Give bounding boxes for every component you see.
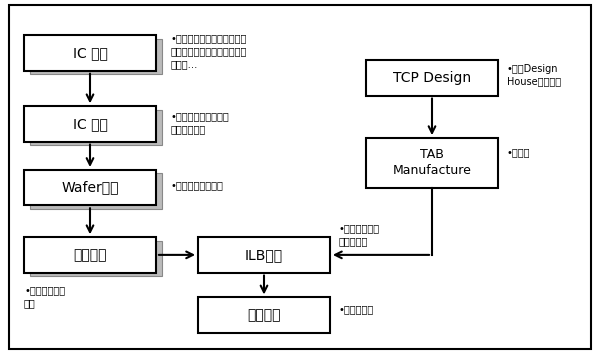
Bar [24,106,156,142]
Text: 產品測試: 產品測試 [247,308,281,322]
Bar [30,110,162,145]
Bar [198,297,330,333]
Text: •華邦、盛群、聯詠、合邦、
所羅門、民生、義隆、太欣、
數茂、…: •華邦、盛群、聯詠、合邦、 所羅門、民生、義隆、太欣、 數茂、… [171,34,247,69]
Text: ILB封裝: ILB封裝 [245,248,283,262]
Bar [366,138,498,188]
Bar [198,237,330,273]
Text: IC 製造: IC 製造 [73,117,107,131]
Text: •一般Design
House皆可設計: •一般Design House皆可設計 [507,64,561,86]
Bar [24,237,156,273]
Bar [24,170,156,205]
Text: 凸塊製程: 凸塊製程 [73,248,107,262]
Text: TAB
Manufacture: TAB Manufacture [392,148,472,177]
Text: •顀邦、福葡、
飛訊、南茂: •顀邦、福葡、 飛訊、南茂 [339,223,380,246]
Bar [366,60,498,96]
Text: •顀邦、福葡、
鎮立: •顀邦、福葡、 鎮立 [24,285,65,308]
Text: TCP Design: TCP Design [393,71,471,85]
Text: •華邦、聯電、漢陽、
台積電、茂矽: •華邦、聯電、漢陽、 台積電、茂矽 [171,112,230,134]
Text: •楠梓電: •楠梓電 [507,147,530,157]
Bar [30,39,162,74]
Bar [30,241,162,276]
Text: Wafer測試: Wafer測試 [61,181,119,195]
Text: •矽豐、矽品、南茂: •矽豐、矽品、南茂 [171,181,224,190]
Text: •宏宇、矽品: •宏宇、矽品 [339,304,374,314]
Bar [30,173,162,209]
Text: IC 設計: IC 設計 [73,46,107,60]
Bar [24,35,156,71]
